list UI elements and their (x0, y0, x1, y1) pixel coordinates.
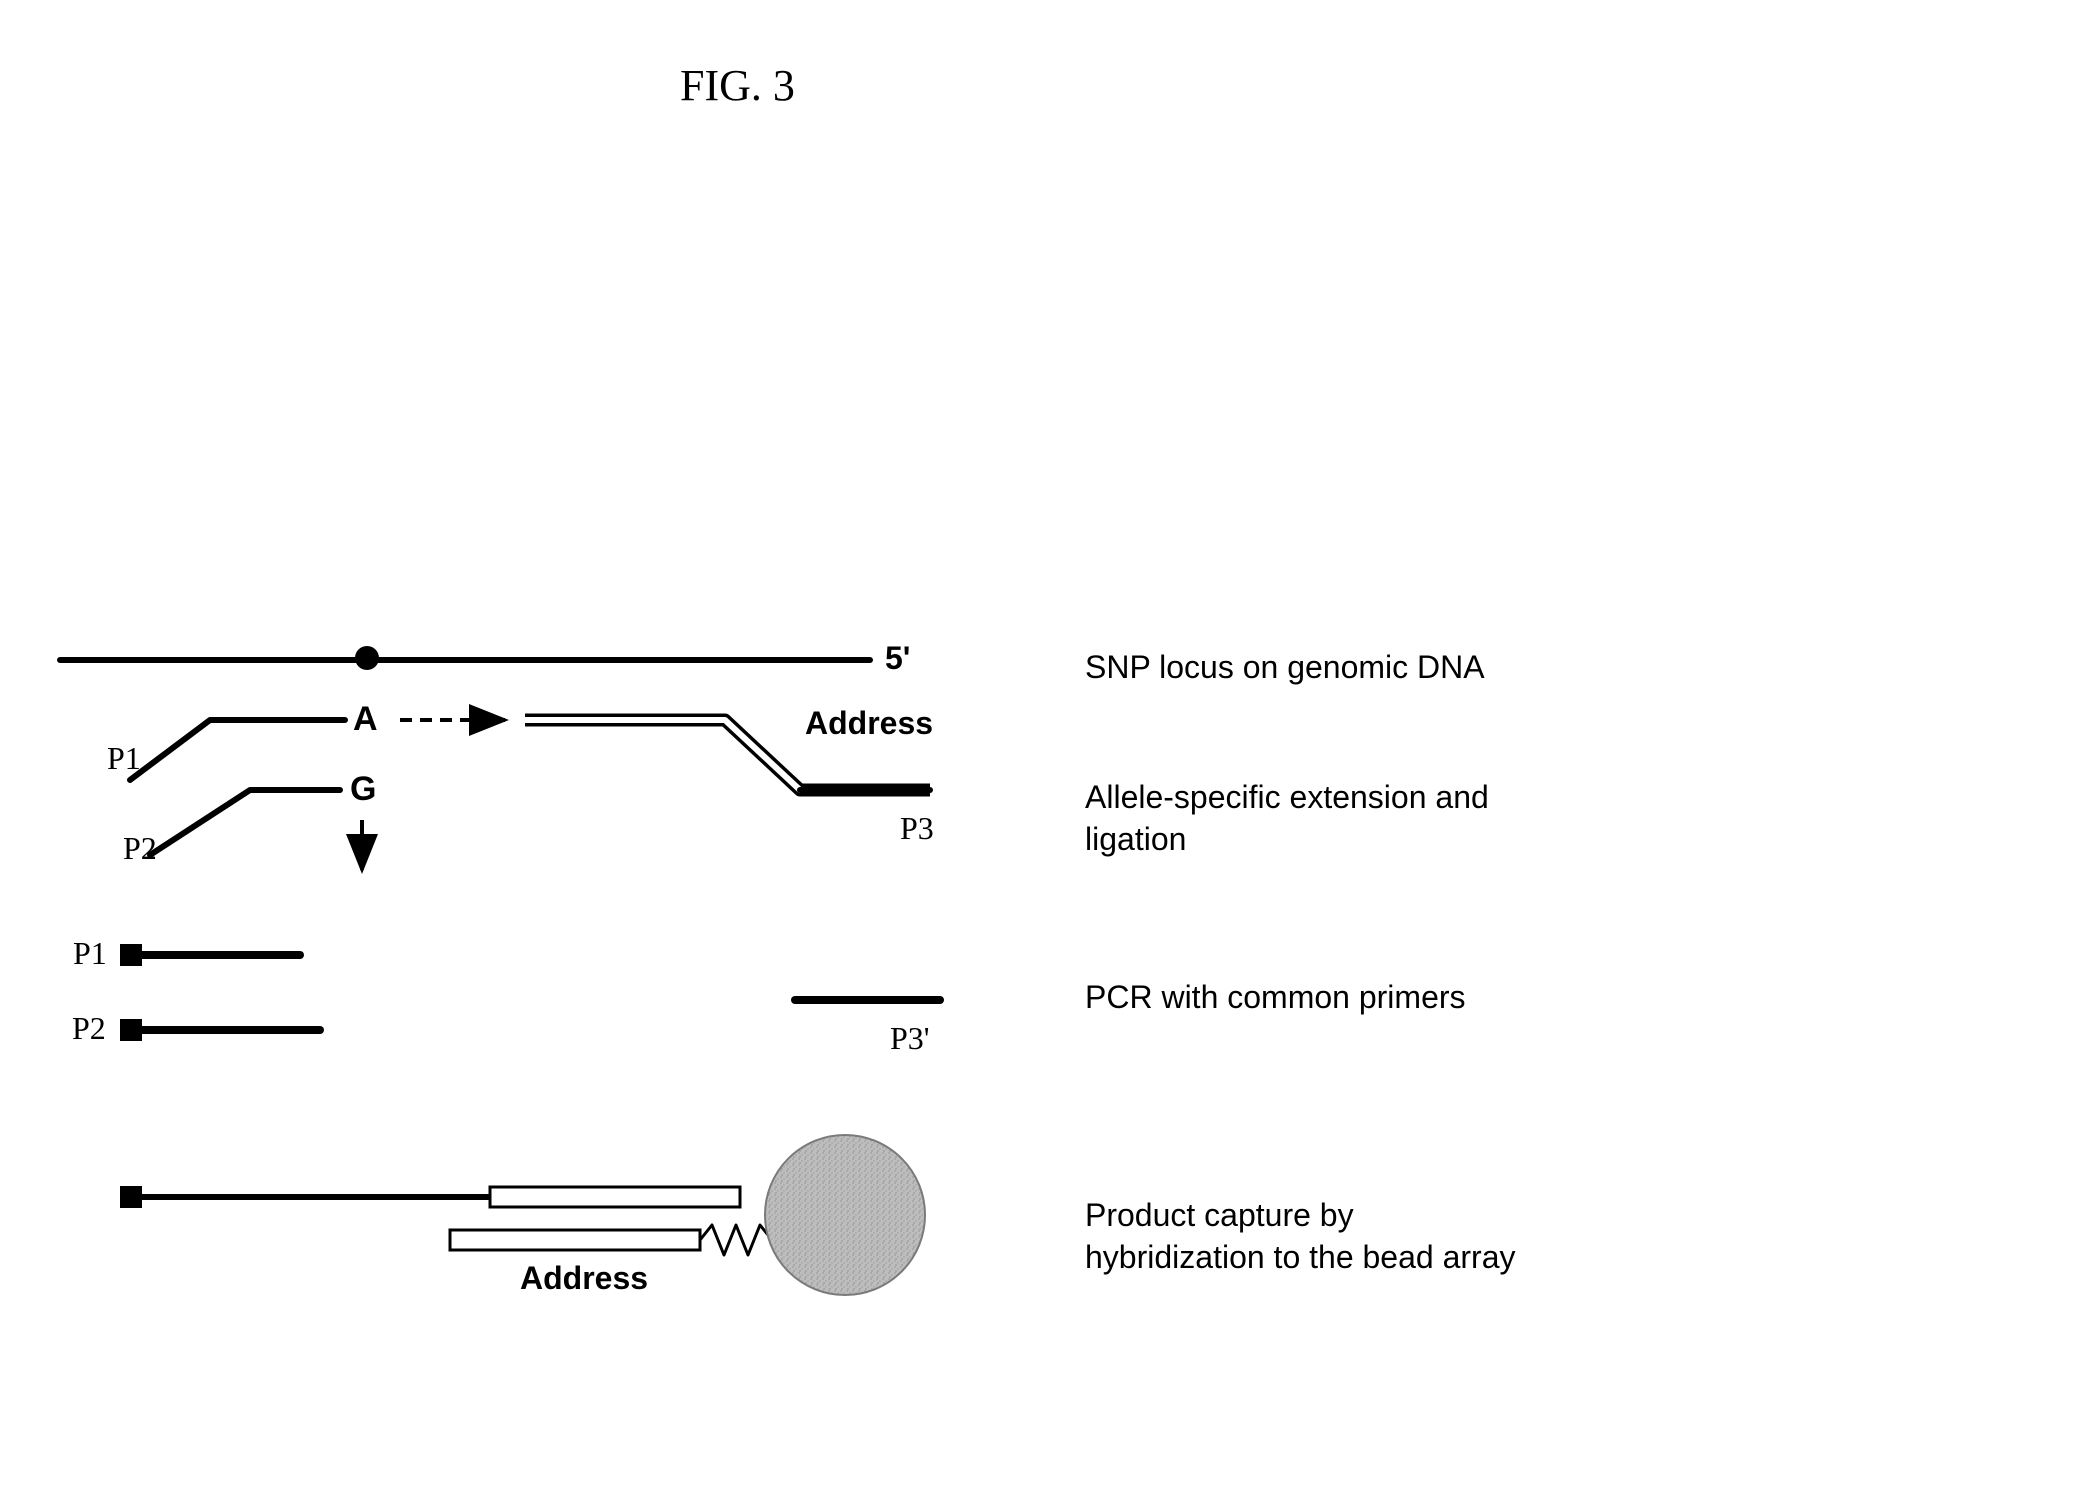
diagram-svg (0, 0, 2082, 1485)
